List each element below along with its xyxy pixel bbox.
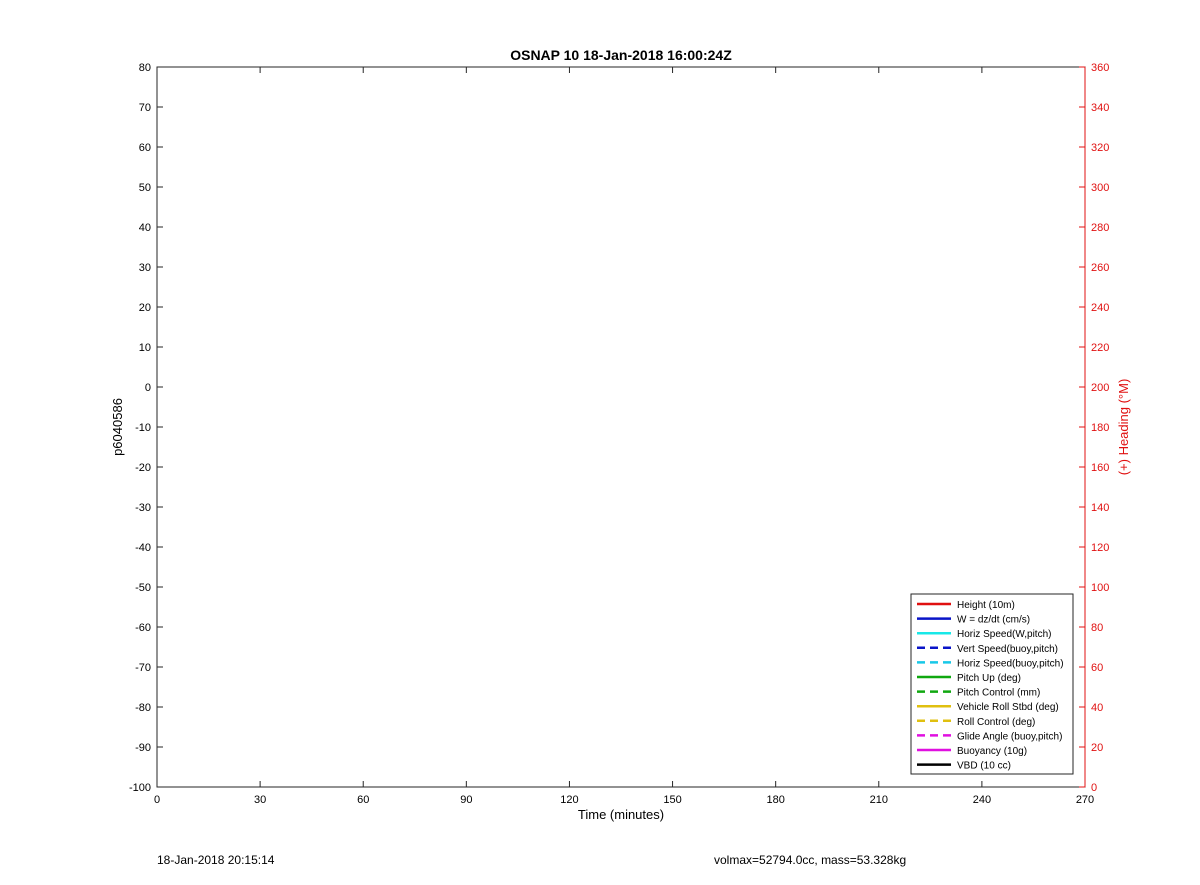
- y-tick-label: 80: [139, 62, 151, 74]
- y2-tick-label: 260: [1091, 262, 1109, 274]
- y-tick-label: 60: [139, 142, 151, 154]
- y-tick-label: 40: [139, 222, 151, 234]
- x-tick-label: 30: [254, 794, 266, 806]
- chart-title: OSNAP 10 18-Jan-2018 16:00:24Z: [510, 47, 732, 63]
- legend-entry: Vert Speed(buoy,pitch): [957, 644, 1058, 655]
- y-tick-label: -90: [135, 742, 151, 754]
- x-tick-label: 240: [973, 794, 991, 806]
- x-tick-label: 120: [560, 794, 578, 806]
- y2-tick-label: 80: [1091, 622, 1103, 634]
- y2-tick-label: 60: [1091, 662, 1103, 674]
- y2-tick-label: 220: [1091, 342, 1109, 354]
- y-tick-label: -20: [135, 462, 151, 474]
- y2-tick-label: 300: [1091, 182, 1109, 194]
- y-tick-label: -100: [129, 782, 151, 794]
- x-tick-label: 210: [870, 794, 888, 806]
- y-tick-label: -30: [135, 502, 151, 514]
- x-tick-label: 60: [357, 794, 369, 806]
- y-tick-label: -50: [135, 582, 151, 594]
- footer-info: volmax=52794.0cc, mass=53.328kg: [714, 853, 907, 867]
- y2-tick-label: 200: [1091, 382, 1109, 394]
- footer-timestamp: 18-Jan-2018 20:15:14: [157, 853, 275, 867]
- y2-tick-label: 320: [1091, 142, 1109, 154]
- y2-tick-label: 0: [1091, 782, 1097, 794]
- y-tick-label: -70: [135, 662, 151, 674]
- y2-tick-label: 280: [1091, 222, 1109, 234]
- y2-tick-label: 20: [1091, 742, 1103, 754]
- y2-tick-label: 360: [1091, 62, 1109, 74]
- y2-tick-label: 100: [1091, 582, 1109, 594]
- legend-entry: Horiz Speed(buoy,pitch): [957, 658, 1064, 669]
- y2-tick-label: 40: [1091, 702, 1103, 714]
- x-axis-label: Time (minutes): [578, 807, 664, 822]
- y-tick-label: -10: [135, 422, 151, 434]
- y2-axis-label: (+) Heading (°M): [1116, 379, 1131, 476]
- legend-entry: Horiz Speed(W,pitch): [957, 629, 1051, 640]
- legend-entry: Pitch Up (deg): [957, 673, 1021, 684]
- legend-entry: Buoyancy (10g): [957, 746, 1027, 757]
- y-tick-label: -80: [135, 702, 151, 714]
- y2-tick-label: 140: [1091, 502, 1109, 514]
- legend-entry: Pitch Control (mm): [957, 688, 1040, 699]
- y-tick-label: 70: [139, 102, 151, 114]
- x-tick-label: 180: [766, 794, 784, 806]
- legend-entry: W = dz/dt (cm/s): [957, 615, 1030, 626]
- y-tick-label: 20: [139, 302, 151, 314]
- y-tick-label: 0: [145, 382, 151, 394]
- y2-tick-label: 180: [1091, 422, 1109, 434]
- y2-tick-label: 160: [1091, 462, 1109, 474]
- legend-entry: Glide Angle (buoy,pitch): [957, 731, 1062, 742]
- x-tick-label: 270: [1076, 794, 1094, 806]
- y-tick-label: -40: [135, 542, 151, 554]
- legend: Height (10m) W = dz/dt (cm/s) Horiz Speed(…: [910, 593, 1074, 775]
- legend-entry: VBD (10 cc): [957, 761, 1011, 772]
- y-tick-label: 10: [139, 342, 151, 354]
- y-axis-label: p6040586: [110, 398, 125, 456]
- y-tick-label: -60: [135, 622, 151, 634]
- x-tick-label: 0: [154, 794, 160, 806]
- legend-entry: Height (10m): [957, 600, 1015, 611]
- legend-entry: Vehicle Roll Stbd (deg): [957, 702, 1059, 713]
- y-tick-label: 50: [139, 182, 151, 194]
- x-tick-label: 150: [663, 794, 681, 806]
- y-tick-label: 30: [139, 262, 151, 274]
- x-tick-label: 90: [460, 794, 472, 806]
- y2-tick-label: 240: [1091, 302, 1109, 314]
- legend-entry: Roll Control (deg): [957, 717, 1035, 728]
- y2-tick-label: 340: [1091, 102, 1109, 114]
- y2-tick-label: 120: [1091, 542, 1109, 554]
- legend-box: [910, 593, 1074, 775]
